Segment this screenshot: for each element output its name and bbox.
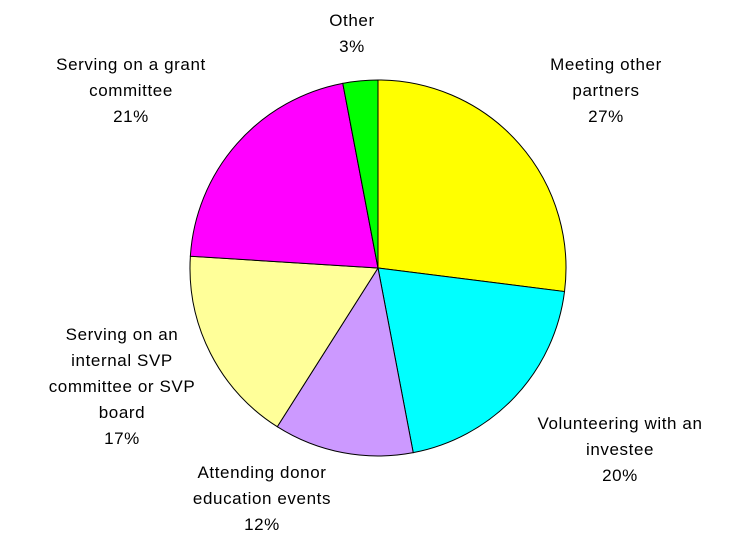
pie-slice-4 — [189, 255, 379, 428]
slice-value-label: 20% — [602, 466, 638, 485]
slice-value-label: 21% — [113, 107, 149, 126]
slice-label-3: Attending donor education events 12% — [193, 463, 331, 534]
slice-label-2: Volunteering with an investee 20% — [537, 414, 702, 485]
slice-name-line: Volunteering with an — [537, 414, 702, 433]
pie-labels: Meeting other partners 27% Volunteering wit… — [49, 11, 702, 534]
slice-name-line: Serving on an — [66, 325, 179, 344]
slice-label-6: Other 3% — [329, 11, 375, 56]
slice-name-line: Serving on a grant — [56, 55, 206, 74]
slice-name-line: partners — [572, 81, 639, 100]
pie-slices — [189, 79, 567, 457]
pie-slice-6 — [342, 79, 379, 269]
slice-name-line: education events — [193, 489, 331, 508]
pie-slice-2 — [377, 267, 566, 454]
slice-label-4: Serving on an internal SVP committee or SV… — [49, 325, 196, 448]
pie-slice-3 — [276, 266, 414, 457]
slice-name-line: committee — [89, 81, 173, 100]
slice-name-line: Other — [329, 11, 375, 30]
pie-slice-5 — [189, 82, 379, 269]
slice-value-label: 12% — [244, 515, 280, 534]
pie-slice-1 — [377, 79, 567, 293]
slice-name-line: committee or SVP — [49, 377, 196, 396]
slice-value-label: 3% — [339, 37, 365, 56]
slice-name-line: Meeting other — [550, 55, 662, 74]
slice-name-line: Attending donor — [197, 463, 326, 482]
slice-name-line: internal SVP — [71, 351, 173, 370]
slice-label-5: Serving on a grant committee 21% — [56, 55, 206, 126]
slice-name-line: board — [99, 403, 145, 422]
slice-value-label: 17% — [104, 429, 140, 448]
slice-name-line: investee — [586, 440, 654, 459]
slice-value-label: 27% — [588, 107, 624, 126]
slice-label-1: Meeting other partners 27% — [550, 55, 662, 126]
